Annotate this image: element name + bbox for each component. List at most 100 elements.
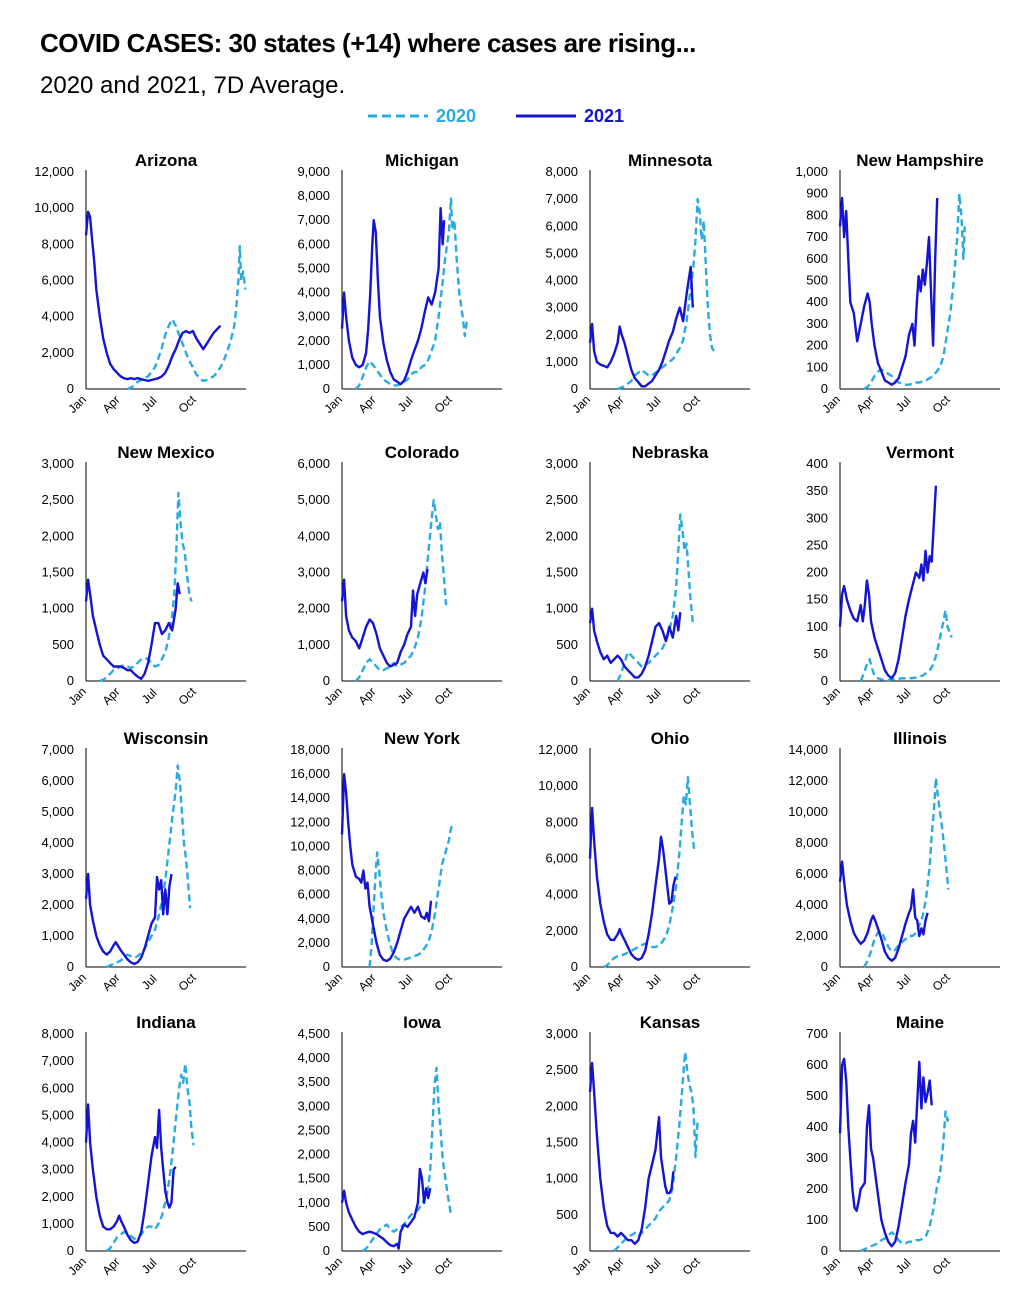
series-line-2020 (863, 776, 950, 968)
y-tick-label: 6,000 (545, 851, 578, 866)
y-tick-label: 0 (323, 1243, 330, 1258)
y-tick-label: 12,000 (788, 773, 828, 788)
y-tick-label: 2,500 (545, 1062, 578, 1077)
chart-title: Kansas (640, 1013, 700, 1032)
y-tick-label: 4,000 (41, 835, 74, 850)
series-line-2021 (340, 772, 433, 963)
y-tick-label: 2,000 (297, 1147, 330, 1162)
x-tick-label: Oct (930, 392, 954, 416)
y-tick-label: 4,000 (297, 1050, 330, 1065)
y-tick-label: 0 (821, 959, 828, 974)
y-tick-label: 8,000 (297, 188, 330, 203)
legend-label-2020: 2020 (436, 106, 477, 126)
x-tick-label: Jul (139, 394, 160, 415)
y-tick-label: 5,000 (297, 260, 330, 275)
y-tick-label: 4,000 (41, 1135, 74, 1150)
y-tick-label: 900 (806, 186, 828, 201)
y-tick-label: 4,000 (545, 273, 578, 288)
y-tick-label: 800 (806, 207, 828, 222)
y-tick-label: 3,000 (41, 1162, 74, 1177)
y-tick-label: 400 (806, 1119, 828, 1134)
x-tick-label: Apr (100, 685, 123, 708)
y-tick-label: 500 (308, 1219, 330, 1234)
x-tick-label: Jul (139, 686, 160, 707)
series-line-2021 (340, 1167, 432, 1250)
y-tick-label: 6,000 (297, 887, 330, 902)
x-tick-label: Apr (604, 393, 627, 416)
y-tick-label: 0 (323, 673, 330, 688)
x-tick-label: Jul (395, 394, 416, 415)
y-tick-label: 2,000 (545, 923, 578, 938)
y-tick-label: 1,000 (795, 164, 828, 179)
y-tick-label: 1,500 (41, 565, 74, 580)
y-tick-label: 2,000 (41, 1189, 74, 1204)
y-tick-label: 2,500 (41, 492, 74, 507)
y-tick-label: 1,000 (545, 601, 578, 616)
y-tick-label: 300 (806, 510, 828, 525)
y-tick-label: 14,000 (290, 790, 330, 805)
y-tick-label: 0 (67, 1243, 74, 1258)
x-tick-label: Oct (680, 392, 704, 416)
x-tick-label: Oct (432, 970, 456, 994)
y-tick-label: 6,000 (795, 866, 828, 881)
y-tick-label: 5,000 (297, 492, 330, 507)
series-line-2021 (838, 196, 939, 386)
y-tick-label: 0 (571, 381, 578, 396)
y-tick-label: 500 (556, 1207, 578, 1222)
y-tick-label: 2,000 (545, 327, 578, 342)
chart-minnesota: Minnesota 0 1,000 2,000 3,000 4,000 5,000 6,000… (545, 151, 750, 416)
y-tick-label: 6,000 (41, 773, 74, 788)
x-tick-label: Jul (395, 686, 416, 707)
y-tick-label: 350 (806, 483, 828, 498)
chart-wisconsin: Wisconsin 0 1,000 2,000 3,000 4,000 5,000 6,000… (41, 729, 246, 994)
x-tick-label: Jul (893, 394, 914, 415)
y-tick-label: 0 (821, 673, 828, 688)
y-tick-label: 4,000 (795, 897, 828, 912)
y-tick-label: 700 (806, 229, 828, 244)
y-tick-label: 1,000 (545, 1171, 578, 1186)
series-line-2020 (616, 513, 694, 682)
x-tick-label: Jul (893, 686, 914, 707)
series-line-2021 (838, 485, 938, 680)
y-tick-label: 3,000 (297, 565, 330, 580)
chart-michigan: Michigan 0 1,000 2,000 3,000 4,000 5,000 6,000 7… (297, 151, 502, 416)
y-tick-label: 7,000 (297, 212, 330, 227)
y-tick-label: 1,000 (545, 354, 578, 369)
y-tick-label: 2,000 (41, 345, 74, 360)
x-tick-label: Jul (643, 972, 664, 993)
y-tick-label: 8,000 (41, 236, 74, 251)
series-line-2020 (860, 1110, 951, 1253)
chart-title: Wisconsin (124, 729, 209, 748)
y-tick-label: 100 (806, 1212, 828, 1227)
page-subtitle: 2020 and 2021, 7D Average. (40, 72, 346, 99)
x-tick-label: Apr (854, 1255, 877, 1278)
chart-title: Colorado (385, 443, 460, 462)
y-tick-label: 500 (806, 1088, 828, 1103)
y-tick-label: 9,000 (297, 164, 330, 179)
y-tick-label: 0 (821, 381, 828, 396)
y-tick-label: 0 (571, 1243, 578, 1258)
series-line-2021 (838, 860, 929, 963)
y-tick-label: 3,000 (297, 309, 330, 324)
chart-legend: 2020 2021 (368, 104, 668, 128)
x-tick-label: Oct (930, 684, 954, 708)
chart-title: Ohio (651, 729, 690, 748)
x-tick-label: Oct (176, 392, 200, 416)
y-tick-label: 0 (821, 1243, 828, 1258)
x-tick-label: Apr (854, 685, 877, 708)
y-tick-label: 7,000 (41, 742, 74, 757)
y-tick-label: 16,000 (290, 766, 330, 781)
y-tick-label: 300 (806, 1150, 828, 1165)
y-tick-label: 500 (806, 273, 828, 288)
x-tick-label: Oct (432, 392, 456, 416)
x-tick-label: Apr (854, 393, 877, 416)
y-tick-label: 2,000 (41, 528, 74, 543)
series-line-2021 (84, 1103, 177, 1245)
series-line-2021 (84, 872, 173, 966)
series-line-2020 (362, 1066, 453, 1252)
y-tick-label: 10,000 (788, 804, 828, 819)
series-line-2021 (588, 1061, 675, 1246)
